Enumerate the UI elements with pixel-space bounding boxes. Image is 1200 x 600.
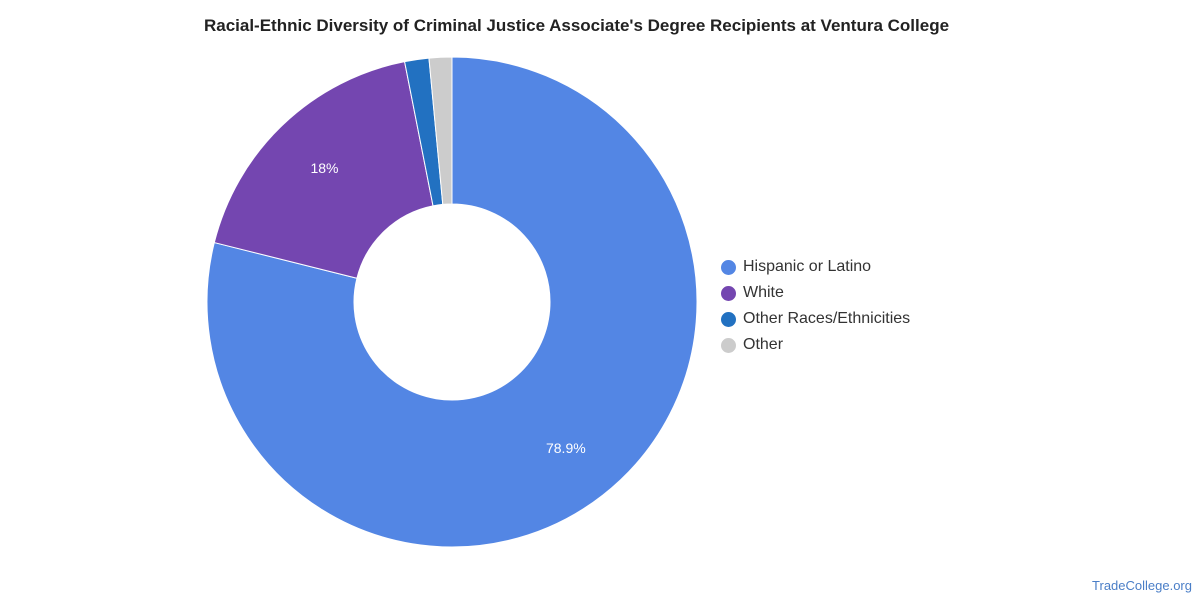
donut-slices — [206, 56, 698, 548]
slice-hispanic-or-latino[interactable] — [206, 56, 698, 548]
legend-swatch — [721, 337, 736, 353]
legend-swatch — [721, 311, 736, 327]
slice-other[interactable] — [428, 56, 453, 205]
legend-item-other[interactable]: Other — [721, 332, 910, 358]
legend-swatch — [721, 285, 736, 301]
slice-white[interactable] — [213, 61, 434, 279]
legend-item-other-races-ethnicities[interactable]: Other Races/Ethnicities — [721, 306, 910, 332]
legend-label: Other — [743, 336, 784, 353]
legend-label: Hispanic or Latino — [743, 258, 872, 275]
legend-label: White — [743, 284, 784, 301]
legend-label: Other Races/Ethnicities — [743, 310, 911, 327]
chart-legend: Hispanic or Latino White Other Races/Ethni… — [721, 254, 910, 358]
legend-swatch — [721, 259, 736, 275]
source-credit[interactable]: TradeCollege.org — [1092, 578, 1192, 593]
chart-title: Racial-Ethnic Diversity of Criminal Just… — [203, 16, 950, 35]
data-label-hispanic-or-latino: 78.9% — [546, 440, 586, 456]
donut-data-labels: 78.9% 18% — [310, 160, 585, 456]
legend-item-hispanic-or-latino[interactable]: Hispanic or Latino — [721, 254, 910, 280]
data-label-white: 18% — [310, 160, 338, 176]
legend-item-white[interactable]: White — [721, 280, 910, 306]
